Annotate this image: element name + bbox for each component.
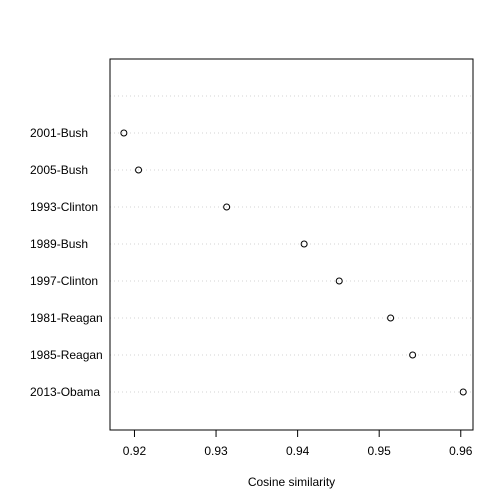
x-tick-label: 0.96 (449, 444, 473, 458)
data-point (223, 203, 231, 211)
category-label: 1981-Reagan (30, 311, 103, 325)
x-axis: 0.92 0.93 0.94 0.95 0.96 (123, 429, 473, 458)
x-tick-label: 0.95 (368, 444, 392, 458)
category-label: 2013-Obama (30, 385, 100, 399)
data-point (335, 277, 343, 285)
data-point (135, 166, 143, 174)
data-point (387, 314, 395, 322)
category-label: 1997-Clinton (30, 274, 98, 288)
category-label: 2005-Bush (30, 163, 88, 177)
data-point (300, 240, 308, 248)
gridlines (110, 95, 473, 393)
data-points (120, 129, 467, 396)
data-point (459, 388, 467, 396)
category-label: 2001-Bush (30, 126, 88, 140)
x-tick-label: 0.92 (123, 444, 147, 458)
x-tick-label: 0.94 (286, 444, 310, 458)
category-label: 1985-Reagan (30, 348, 103, 362)
x-axis-label: Cosine similarity (248, 475, 335, 489)
category-label: 1989-Bush (30, 237, 88, 251)
data-point (120, 129, 128, 137)
x-tick-label: 0.93 (204, 444, 228, 458)
data-point (409, 351, 417, 359)
plot-frame (109, 58, 474, 431)
category-labels: 2001-Bush 2005-Bush 1993-Clinton 1989-Bush 1… (30, 126, 103, 399)
category-label: 1993-Clinton (30, 200, 98, 214)
